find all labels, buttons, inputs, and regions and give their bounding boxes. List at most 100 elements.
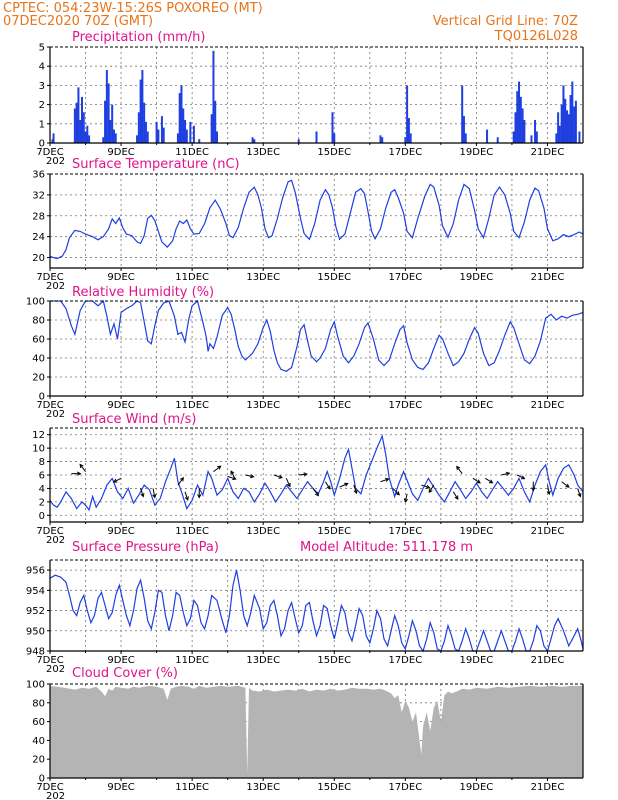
panel-2: 0 20 40 60 80 100 7DEC 9DEC 11DEC 13DEC 15DEC 17DEC… xyxy=(26,285,584,420)
precip-bar xyxy=(82,112,85,143)
panel-1: 20 24 28 32 36 7DEC 9DEC 11DEC 13DEC 15DEC 17DEC 19… xyxy=(32,157,584,292)
x-tick-label: 7DEC xyxy=(36,782,63,793)
precip-bar xyxy=(253,139,256,143)
wind-arrow xyxy=(452,491,459,500)
x-tick-label: 19DEC xyxy=(460,655,494,666)
panel-3: 0 2 4 6 8 10 12 7DEC 9DEC 11DEC 13DEC 15DEC 17DEC 19D… xyxy=(32,412,584,546)
precip-bar xyxy=(514,112,517,143)
precip-bar xyxy=(185,129,188,143)
precip-bar xyxy=(409,133,412,143)
wind-arrow-shaft xyxy=(152,488,156,498)
precip-bar xyxy=(569,95,572,143)
wind-arrow xyxy=(577,488,582,498)
precip-bar xyxy=(77,87,80,143)
x-tick-label: 7DEC xyxy=(36,400,63,411)
precip-bar xyxy=(496,137,499,143)
wind-arrow-shaft xyxy=(273,474,283,479)
wind-arrow-head xyxy=(112,478,118,483)
wind-arrow-shaft xyxy=(517,474,525,480)
precip-bar xyxy=(564,98,567,143)
x-tick-label: 21DEC xyxy=(531,272,565,283)
wind-arrow-head xyxy=(456,465,461,470)
y-tick-label: 80 xyxy=(32,316,45,327)
y-tick-label: 40 xyxy=(32,736,45,747)
x-tick-label: 19DEC xyxy=(460,272,494,283)
x-tick-label: 9DEC xyxy=(107,526,134,537)
wind-arrow xyxy=(421,484,431,489)
x-year-stub: 202 xyxy=(46,791,65,800)
y-tick-label: 60 xyxy=(32,717,45,728)
wind-arrow-shaft xyxy=(113,477,122,483)
precip-bar xyxy=(107,83,110,143)
y-tick-label: 20 xyxy=(32,253,45,264)
wind-arrow-head xyxy=(488,479,494,484)
x-tick-label: 9DEC xyxy=(107,400,134,411)
precip-bar xyxy=(521,108,524,143)
precip-bar xyxy=(557,112,560,143)
precip-bar xyxy=(180,85,183,143)
x-tick-label: 9DEC xyxy=(107,147,134,158)
x-tick-label: 21DEC xyxy=(531,526,565,537)
precip-bar xyxy=(137,112,140,143)
precip-bar xyxy=(516,91,519,143)
y-tick-label: 2 xyxy=(39,497,45,508)
wind-arrow-head xyxy=(476,479,481,484)
wind-arrow xyxy=(230,470,236,479)
wind-arrow-head xyxy=(286,482,291,488)
precip-bar xyxy=(574,100,577,143)
wind-arrow-head xyxy=(140,492,145,498)
precip-bar xyxy=(198,139,201,143)
y-tick-label: 100 xyxy=(26,680,45,691)
header: CPTEC: 054:23W-15:26S POXOREO (MT) 07DEC… xyxy=(3,1,578,44)
wind-arrow xyxy=(531,481,536,492)
y-tick-label: 36 xyxy=(32,170,45,181)
x-tick-label: 19DEC xyxy=(460,147,494,158)
panel-0: 0 1 2 3 4 5 7DEC 9DEC 11DEC 13DEC 15DEC 17DEC 19DEC 2… xyxy=(36,30,584,167)
y-tick-label: 24 xyxy=(32,232,45,243)
y-tick-label: 20 xyxy=(32,755,45,766)
panel-title: Relative Humidity (%) xyxy=(72,285,214,300)
wind-arrow-shaft xyxy=(456,466,463,474)
wind-arrow-head xyxy=(197,494,202,499)
precip-bar xyxy=(88,135,91,143)
wind-arrow-head xyxy=(395,491,400,496)
wind-arrow xyxy=(501,471,511,476)
y-tick-label: 4 xyxy=(39,62,45,73)
wind-arrow xyxy=(561,481,570,488)
precip-bar xyxy=(114,133,117,143)
precip-bar xyxy=(162,127,165,143)
wind-arrow xyxy=(152,488,157,499)
x-year-stub: 202 xyxy=(46,156,65,167)
precip-bar xyxy=(486,129,489,143)
precip-bar xyxy=(176,133,179,143)
wind-arrow xyxy=(285,478,291,488)
precip-bar xyxy=(555,133,558,143)
y-tick-label: 40 xyxy=(32,354,45,365)
precip-bar xyxy=(146,131,149,143)
wind-arrow-shaft xyxy=(140,488,144,497)
x-tick-label: 17DEC xyxy=(388,272,422,283)
wind-arrow xyxy=(213,465,222,473)
wind-arrow-head xyxy=(531,487,536,492)
x-tick-label: 17DEC xyxy=(388,782,422,793)
wind-arrow-shaft xyxy=(392,488,400,496)
x-year-stub: 202 xyxy=(46,535,65,546)
wind-arrow-shaft xyxy=(79,464,86,472)
y-tick-label: 948 xyxy=(26,647,45,658)
precip-bar xyxy=(178,93,181,143)
panel-title: Surface Pressure (hPa) xyxy=(72,540,219,555)
y-tick-label: 12 xyxy=(32,430,45,441)
x-tick-label: 19DEC xyxy=(460,400,494,411)
x-tick-label: 11DEC xyxy=(175,782,209,793)
wind-arrow-shaft xyxy=(380,478,389,483)
y-tick-label: 0 xyxy=(39,511,45,522)
precip-bar xyxy=(523,119,526,143)
wind-arrow-shaft xyxy=(227,475,236,480)
y-tick-label: 6 xyxy=(39,471,45,482)
y-tick-label: 20 xyxy=(32,373,45,384)
wind-arrow xyxy=(485,477,494,484)
wind-arrow-shaft xyxy=(501,472,510,476)
x-tick-label: 13DEC xyxy=(246,400,280,411)
wind-arrow xyxy=(298,472,308,477)
